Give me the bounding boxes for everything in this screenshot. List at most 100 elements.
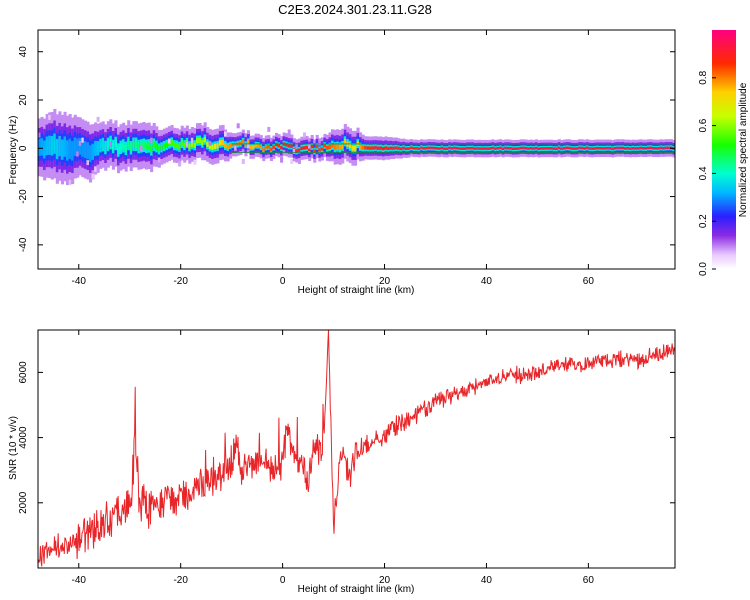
heatmap-cell [333, 144, 337, 150]
heatmap-cell [78, 142, 82, 151]
heatmap-cell [641, 147, 645, 150]
heatmap-cell [376, 146, 380, 150]
heatmap-cell [114, 140, 118, 147]
heatmap-cell [180, 140, 184, 146]
heatmap-cell [463, 147, 467, 150]
heatmap-cell [157, 146, 161, 152]
heatmap-cell [509, 147, 513, 150]
heatmap-cell [664, 146, 668, 150]
heatmap-cell [167, 138, 171, 144]
heatmap-cell [155, 143, 159, 150]
heatmap-cell [506, 146, 510, 150]
heatmap-cell [96, 144, 100, 152]
heatmap-cell [626, 147, 630, 150]
heatmap-cell [621, 146, 625, 150]
heatmap-cell [127, 140, 131, 147]
heatmap-cell [496, 147, 500, 150]
figure-title: C2E3.2024.301.23.11.G28 [278, 2, 432, 17]
snr-x-ticks: -40 -20 0 20 40 60 [72, 330, 594, 586]
heatmap-cell [371, 146, 375, 150]
heatmap-cell [652, 147, 656, 150]
heatmap-cell [267, 145, 271, 149]
heatmap-cell [193, 159, 197, 165]
heatmap-cell [66, 145, 70, 156]
x-tick-label: 20 [379, 276, 391, 287]
heatmap-cell [318, 140, 322, 146]
heatmap-cell [603, 147, 607, 150]
heatmap-cell [117, 146, 121, 154]
heatmap-cell [38, 143, 42, 152]
heatmap-cell [262, 147, 266, 152]
heatmap-cell [471, 146, 475, 150]
heatmap-cell [415, 147, 419, 150]
heatmap-cell [45, 141, 49, 151]
heatmap-cell [522, 146, 526, 150]
heatmap-cell [275, 142, 279, 147]
heatmap-cell [445, 147, 449, 150]
heatmap-cell [647, 146, 651, 150]
heatmap-cell [81, 144, 85, 153]
heatmap-cell [224, 131, 227, 137]
colorbar-tick-label: 0.4 [698, 166, 709, 180]
heatmap-cell [634, 147, 638, 150]
heatmap-cell [624, 147, 628, 150]
heatmap-cell [351, 145, 355, 151]
heatmap-cell [514, 147, 518, 150]
heatmap-cell [173, 142, 177, 148]
y-tick-label: 40 [18, 46, 29, 58]
heatmap-cell [557, 146, 561, 150]
heatmap-cell [420, 146, 424, 150]
heatmap-cell [315, 144, 319, 149]
heatmap-cell [297, 159, 301, 164]
heatmap-cell [63, 141, 67, 152]
heatmap-cell [292, 148, 296, 154]
heatmap-cell [550, 147, 554, 150]
heatmap-cell [374, 146, 378, 150]
heatmap-cell [593, 147, 597, 150]
heatmap-cell [384, 146, 388, 150]
heatmap-cell [341, 143, 345, 149]
snr-series-line [38, 330, 675, 567]
x-tick-label: -40 [72, 575, 87, 586]
heatmap-cell [246, 143, 250, 149]
heatmap-cell [137, 143, 141, 150]
heatmap-cell [631, 147, 635, 150]
y-tick-label: 4000 [18, 426, 29, 449]
colorbar-gradient [712, 30, 736, 269]
heatmap-cell [241, 139, 245, 143]
heatmap-cell [343, 138, 347, 144]
heatmap-cell [257, 143, 261, 148]
heatmap-cell [203, 155, 207, 161]
heatmap-cell [244, 143, 248, 147]
heatmap-cell [529, 147, 533, 150]
heatmap-cell [142, 141, 146, 149]
heatmap-cell [162, 143, 166, 149]
heatmap-cell [188, 143, 192, 149]
heatmap-cell [379, 146, 383, 150]
heatmap-cell [221, 139, 225, 145]
heatmap-cell [43, 145, 47, 154]
heatmap-cell [575, 147, 579, 150]
heatmap-cell [427, 146, 431, 150]
heatmap-cell [287, 129, 291, 135]
heatmap-cell [486, 147, 490, 150]
heatmap-cell [178, 144, 182, 150]
heatmap-cell [241, 159, 245, 164]
heatmap-cell [170, 139, 174, 145]
heatmap-cell [104, 144, 108, 151]
spectrogram-heatmap [38, 108, 675, 186]
heatmap-cell [119, 144, 123, 151]
heatmap-cell [336, 144, 340, 150]
heatmap-cell [481, 147, 485, 150]
heatmap-cell [218, 140, 222, 146]
heatmap-cell [573, 147, 577, 150]
heatmap-cell [208, 140, 212, 146]
heatmap-cell [590, 147, 594, 150]
heatmap-cell [657, 147, 661, 150]
heatmap-cell [399, 147, 403, 151]
colorbar-tick-label: 0.2 [698, 214, 709, 228]
heatmap-cell [359, 144, 363, 149]
heatmap-cell [109, 141, 113, 147]
heatmap-cell [91, 173, 95, 179]
heatmap-cell [389, 146, 393, 150]
